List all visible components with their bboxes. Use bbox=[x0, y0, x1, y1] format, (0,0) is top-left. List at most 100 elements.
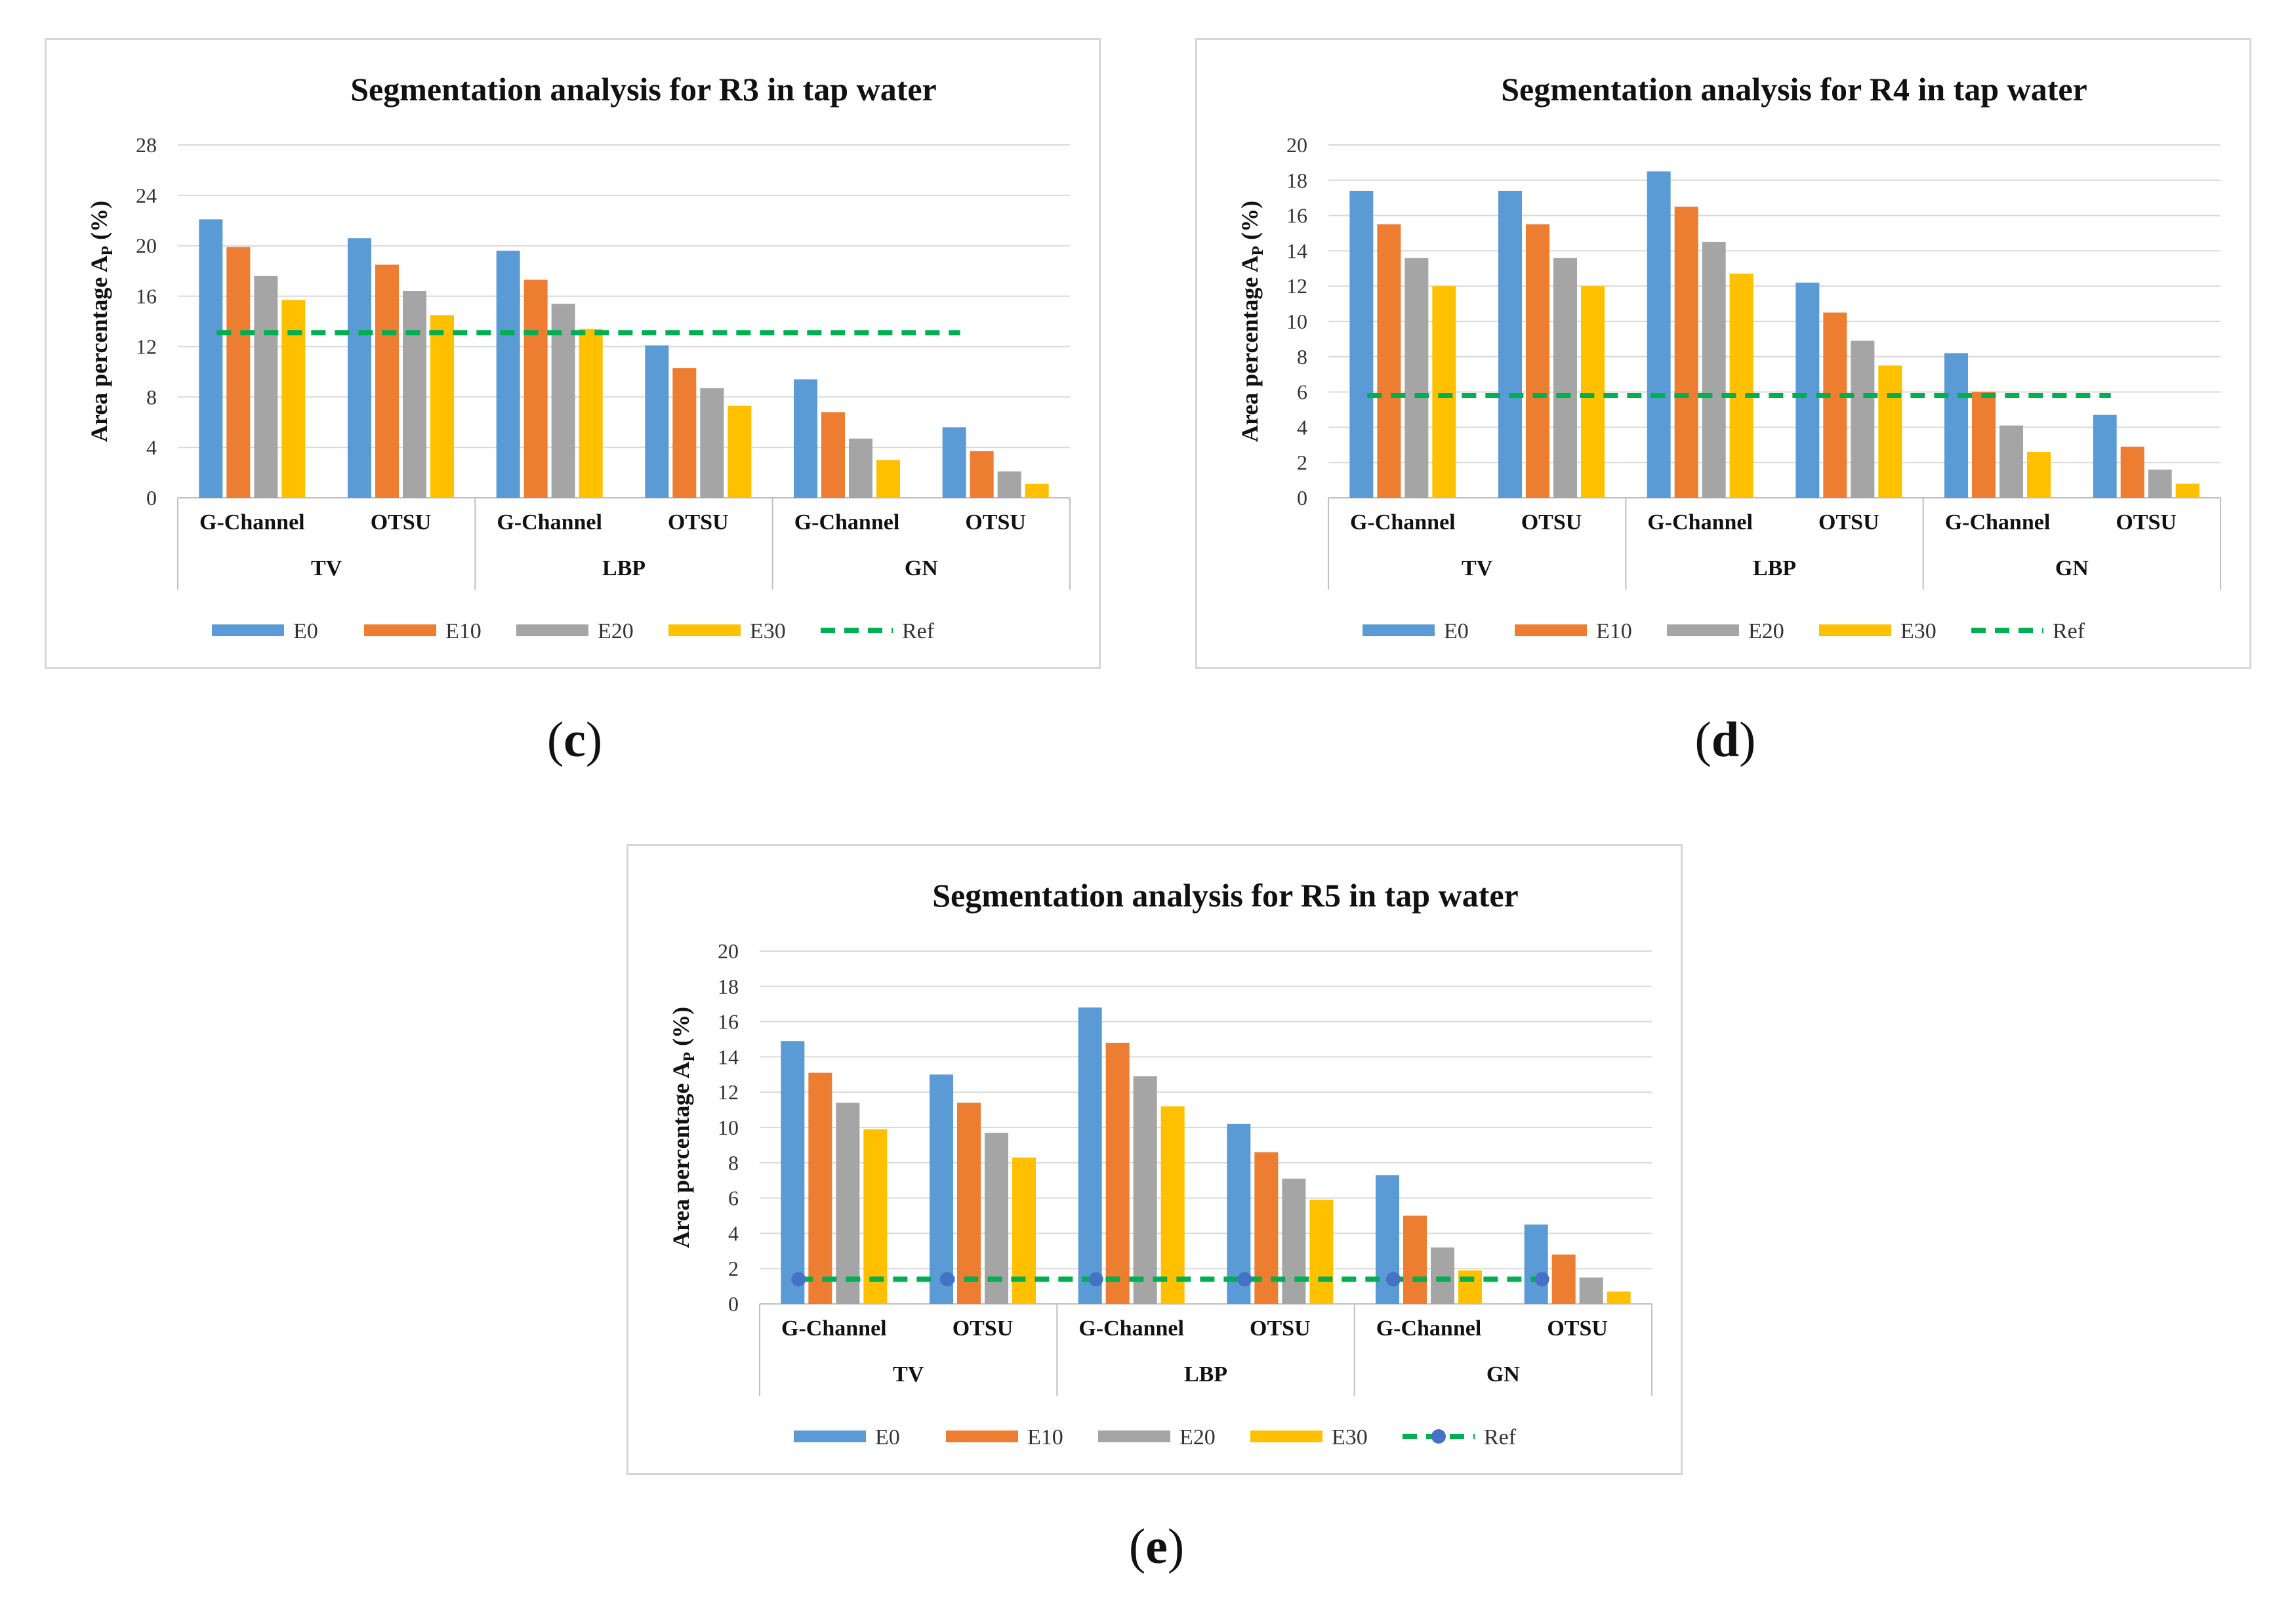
chart-title: Segmentation analysis for R3 in tap wate… bbox=[350, 71, 937, 108]
bar-e30-3 bbox=[1878, 365, 1902, 498]
chart-r3-svg: Segmentation analysis for R3 in tap wate… bbox=[86, 71, 1071, 643]
legend-swatch-e10 bbox=[946, 1431, 1018, 1442]
bar-e10-2 bbox=[523, 279, 548, 498]
bar-e20-3 bbox=[1851, 340, 1875, 498]
bar-e30-5 bbox=[1025, 483, 1049, 498]
x-group-label: GN bbox=[905, 556, 938, 580]
bar-e0-1 bbox=[930, 1074, 953, 1304]
bar-e10-3 bbox=[1823, 312, 1847, 498]
legend-label-e10: E10 bbox=[1596, 619, 1632, 643]
legend-label-e0: E0 bbox=[875, 1425, 900, 1450]
bar-e30-3 bbox=[728, 405, 752, 498]
legend-label-ref: Ref bbox=[902, 619, 935, 643]
legend-swatch-e20 bbox=[1098, 1431, 1170, 1442]
bar-e20-1 bbox=[403, 291, 426, 498]
y-tick-label: 12 bbox=[1286, 274, 1307, 298]
legend-label-e0: E0 bbox=[1444, 619, 1469, 643]
y-tick-label: 24 bbox=[136, 184, 157, 207]
y-tick-label: 14 bbox=[718, 1045, 739, 1068]
y-tick-label: 12 bbox=[136, 335, 157, 358]
y-axis-label-main: Area percentage A bbox=[1237, 256, 1263, 443]
y-axis-label-sub: P bbox=[99, 246, 116, 256]
y-tick-label: 6 bbox=[728, 1187, 739, 1210]
y-tick-label: 18 bbox=[1286, 169, 1307, 192]
y-tick-label: 20 bbox=[718, 939, 739, 963]
legend-label-e20: E20 bbox=[598, 619, 634, 643]
x-tick-label: OTSU bbox=[371, 510, 432, 535]
y-tick-label: 10 bbox=[718, 1116, 739, 1139]
bar-e10-5 bbox=[1551, 1254, 1576, 1304]
y-tick-label: 20 bbox=[1286, 133, 1307, 157]
bar-e10-2 bbox=[1105, 1042, 1130, 1304]
x-tick-label: G-Channel bbox=[1647, 510, 1753, 535]
bar-e30-2 bbox=[1729, 274, 1753, 498]
y-tick-label: 16 bbox=[136, 285, 157, 308]
y-tick-label: 0 bbox=[728, 1292, 739, 1316]
y-tick-label: 20 bbox=[136, 234, 157, 258]
legend-label-e30: E30 bbox=[750, 619, 786, 643]
caption-e: (e) bbox=[1128, 1519, 1185, 1574]
bar-e20-4 bbox=[849, 438, 872, 498]
y-tick-label: 18 bbox=[718, 975, 739, 998]
bar-e10-4 bbox=[1972, 392, 1996, 498]
legend-swatch-e0 bbox=[212, 624, 284, 636]
bar-e0-2 bbox=[496, 251, 520, 498]
y-tick-label: 8 bbox=[728, 1151, 739, 1175]
legend-label-e10: E10 bbox=[1027, 1425, 1063, 1450]
x-tick-label: G-Channel bbox=[1350, 510, 1456, 535]
x-group-label: LBP bbox=[1184, 1362, 1227, 1387]
x-tick-label: OTSU bbox=[1521, 510, 1582, 535]
bar-e30-2 bbox=[1160, 1106, 1185, 1304]
chart-r4-svg: Segmentation analysis for R4 in tap wate… bbox=[1237, 71, 2221, 643]
bar-e20-5 bbox=[2148, 469, 2172, 498]
bar-e30-0 bbox=[1432, 286, 1456, 498]
bar-e30-0 bbox=[863, 1129, 888, 1304]
y-tick-label: 16 bbox=[718, 1010, 739, 1034]
bar-e0-0 bbox=[199, 219, 223, 498]
ref-marker bbox=[940, 1272, 954, 1287]
bar-e0-3 bbox=[645, 345, 669, 498]
legend-swatch-e20 bbox=[516, 624, 588, 636]
legend-label-ref: Ref bbox=[1484, 1425, 1517, 1450]
x-tick-label: OTSU bbox=[1250, 1316, 1311, 1341]
bar-e30-3 bbox=[1309, 1200, 1334, 1304]
legend-swatch-e30 bbox=[1819, 624, 1891, 636]
y-tick-label: 4 bbox=[728, 1221, 739, 1245]
legend-swatch-e10 bbox=[364, 624, 436, 636]
x-tick-label: OTSU bbox=[1547, 1316, 1608, 1341]
bar-e20-4 bbox=[1999, 425, 2023, 498]
bar-e10-5 bbox=[2120, 446, 2144, 498]
y-tick-label: 8 bbox=[1297, 345, 1307, 369]
x-group-label: LBP bbox=[602, 556, 646, 580]
y-axis-label: Area percentage AP (%) bbox=[86, 201, 116, 442]
bar-e0-5 bbox=[2093, 415, 2117, 498]
bar-e10-5 bbox=[970, 451, 994, 498]
bar-e30-1 bbox=[1581, 286, 1605, 498]
bar-e30-1 bbox=[430, 315, 454, 498]
bar-e20-5 bbox=[997, 471, 1021, 498]
bar-e10-0 bbox=[226, 247, 251, 498]
y-tick-label: 28 bbox=[136, 133, 157, 157]
bar-e0-4 bbox=[794, 379, 817, 498]
bar-e10-0 bbox=[1377, 224, 1401, 498]
chart-panel-r3: Segmentation analysis for R3 in tap wate… bbox=[45, 38, 1101, 669]
bar-e10-4 bbox=[821, 412, 845, 498]
bar-e20-0 bbox=[836, 1103, 860, 1304]
legend-label-ref: Ref bbox=[2053, 619, 2085, 643]
bar-e20-3 bbox=[700, 388, 724, 498]
y-axis-label-main: Area percentage A bbox=[668, 1062, 694, 1249]
ref-marker bbox=[1088, 1272, 1103, 1287]
x-group-label: GN bbox=[2055, 556, 2089, 580]
x-tick-label: G-Channel bbox=[781, 1316, 887, 1341]
bar-e20-3 bbox=[1282, 1179, 1306, 1304]
chart-r5-svg: Segmentation analysis for R5 in tap wate… bbox=[668, 877, 1652, 1450]
y-tick-label: 12 bbox=[718, 1080, 739, 1104]
x-group-label: TV bbox=[893, 1362, 924, 1387]
chart-panel-r5: Segmentation analysis for R5 in tap wate… bbox=[626, 844, 1683, 1475]
bar-e10-0 bbox=[808, 1072, 832, 1304]
chart-panel-r4: Segmentation analysis for R4 in tap wate… bbox=[1195, 38, 2251, 669]
y-axis-label-tail: (%) bbox=[86, 201, 112, 246]
bar-e10-4 bbox=[1403, 1215, 1427, 1304]
bar-e20-0 bbox=[254, 275, 278, 498]
y-axis-label: Area percentage AP (%) bbox=[668, 1007, 698, 1248]
